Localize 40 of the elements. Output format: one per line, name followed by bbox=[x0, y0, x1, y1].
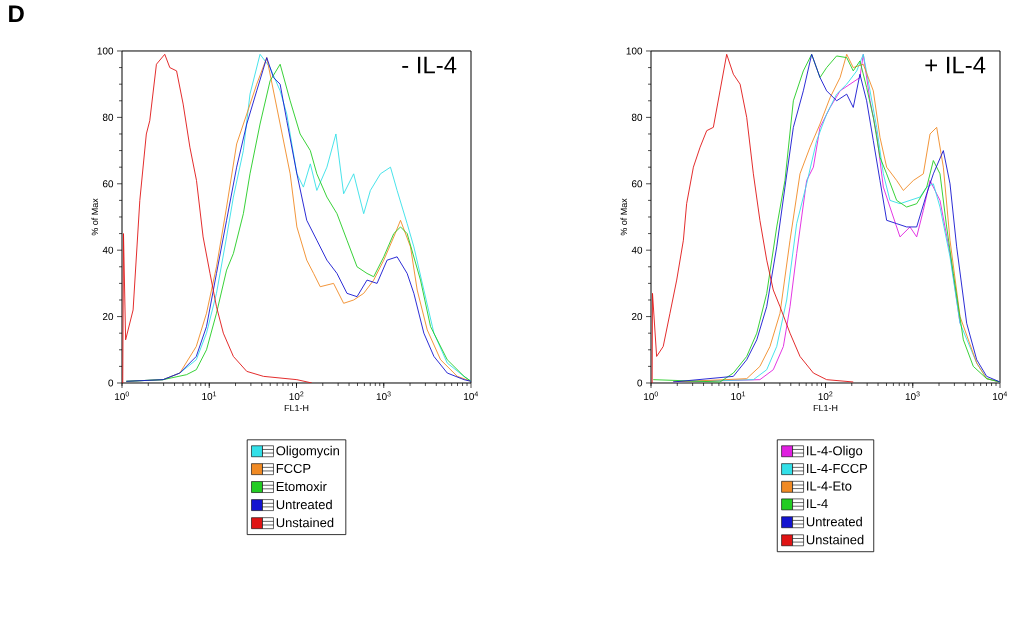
y-tick-label: 0 bbox=[637, 379, 643, 387]
legend-label: FCCP bbox=[276, 463, 311, 474]
legend-label: IL-4-Eto bbox=[807, 481, 852, 491]
chart-title: + IL-4 bbox=[925, 56, 986, 74]
x-tick-label: 10$^{1}$ bbox=[731, 391, 746, 401]
y-tick-label: 20 bbox=[102, 313, 114, 321]
y-tick-label: 60 bbox=[631, 180, 643, 188]
y-tick-label: 100 bbox=[626, 47, 643, 55]
x-tick-label: 10$^{3}$ bbox=[376, 391, 391, 401]
y-tick-label: 80 bbox=[102, 113, 114, 121]
y-tick-label: 60 bbox=[102, 180, 114, 188]
legend-label: IL-4 bbox=[807, 499, 828, 509]
y-axis-title: % of Max bbox=[620, 198, 628, 236]
y-axis-title: % of Max bbox=[91, 198, 99, 236]
x-tick-label: 10$^{3}$ bbox=[905, 391, 920, 401]
x-tick-label: 10$^{4}$ bbox=[993, 391, 1008, 401]
y-tick-label: 20 bbox=[631, 313, 643, 321]
y-tick-label: 40 bbox=[102, 246, 114, 254]
legend-label: IL-4-FCCP bbox=[807, 463, 868, 474]
legend-label: Unstained bbox=[806, 534, 864, 545]
x-tick-label: 10$^{4}$ bbox=[464, 391, 479, 401]
x-tick-label: 10$^{1}$ bbox=[202, 391, 217, 401]
x-tick-label: 10$^{0}$ bbox=[115, 391, 129, 401]
legend-label: Oligomycin bbox=[276, 445, 339, 458]
legend-label: Untreated bbox=[276, 499, 332, 510]
y-tick-label: 100 bbox=[97, 47, 114, 55]
x-tick-label: 10$^{2}$ bbox=[289, 391, 304, 401]
x-axis-title: FL1-H bbox=[813, 404, 838, 412]
text: D bbox=[9, 5, 24, 22]
x-axis-title: FL1-H bbox=[284, 404, 309, 412]
x-tick-label: 10$^{2}$ bbox=[818, 391, 833, 401]
y-tick-label: 80 bbox=[631, 113, 643, 121]
legend-label: Etomoxir bbox=[276, 481, 327, 492]
y-tick-label: 40 bbox=[631, 246, 643, 254]
legend-label: Unstained bbox=[276, 517, 334, 528]
chart-title: - IL-4 bbox=[402, 56, 457, 74]
legend-label: Untreated bbox=[806, 516, 862, 527]
legend-label: IL-4-Oligo bbox=[807, 445, 863, 458]
y-tick-label: 0 bbox=[108, 379, 114, 387]
x-tick-label: 10$^{0}$ bbox=[644, 391, 658, 401]
